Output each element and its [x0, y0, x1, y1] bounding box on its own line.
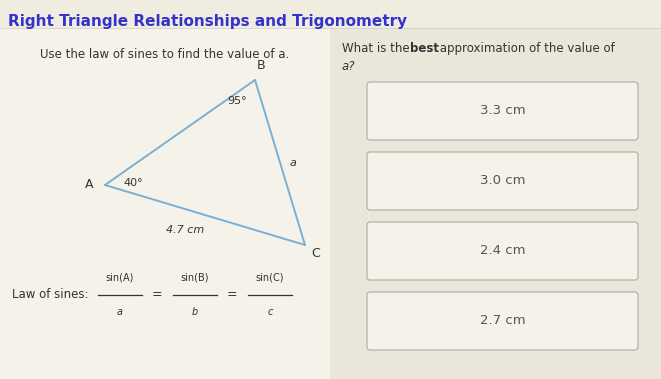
Text: sin(C): sin(C)	[256, 273, 284, 283]
Text: 40°: 40°	[123, 178, 143, 188]
Text: sin(B): sin(B)	[180, 273, 210, 283]
Bar	[0, 28, 330, 379]
Text: C: C	[311, 247, 320, 260]
Text: best: best	[410, 42, 439, 55]
Text: What is the: What is the	[342, 42, 413, 55]
Text: 2.4 cm: 2.4 cm	[480, 244, 525, 257]
Bar	[330, 28, 661, 379]
Text: =: =	[152, 288, 163, 302]
Text: a: a	[290, 158, 297, 168]
Text: a?: a?	[342, 60, 356, 73]
Text: 95°: 95°	[227, 96, 247, 106]
Text: 3.3 cm: 3.3 cm	[480, 105, 525, 117]
Text: Use the law of sines to find the value of a.: Use the law of sines to find the value o…	[40, 48, 290, 61]
FancyBboxPatch shape	[367, 152, 638, 210]
Text: 4.7 cm: 4.7 cm	[166, 225, 204, 235]
Text: 3.0 cm: 3.0 cm	[480, 174, 525, 188]
Text: A: A	[85, 179, 93, 191]
Text: B: B	[257, 59, 266, 72]
FancyBboxPatch shape	[367, 222, 638, 280]
Text: sin(A): sin(A)	[106, 273, 134, 283]
Text: c: c	[267, 307, 273, 317]
Text: Right Triangle Relationships and Trigonometry: Right Triangle Relationships and Trigono…	[8, 14, 407, 29]
Text: Law of sines:: Law of sines:	[12, 288, 89, 302]
Text: =: =	[227, 288, 237, 302]
Text: a: a	[117, 307, 123, 317]
Text: 2.7 cm: 2.7 cm	[480, 315, 525, 327]
FancyBboxPatch shape	[367, 292, 638, 350]
Text: b: b	[192, 307, 198, 317]
FancyBboxPatch shape	[367, 82, 638, 140]
Text: approximation of the value of: approximation of the value of	[436, 42, 615, 55]
